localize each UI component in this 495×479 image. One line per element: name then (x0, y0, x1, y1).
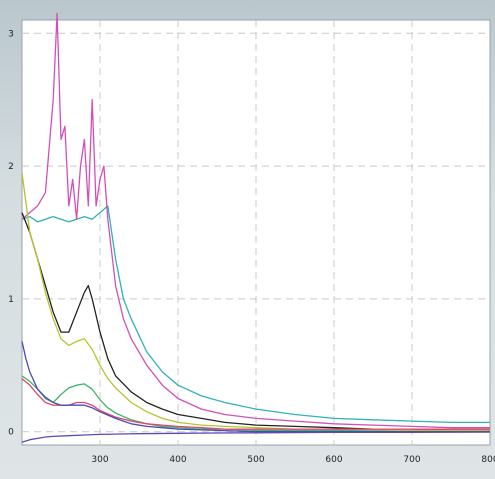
series-line-4 (21, 172, 490, 432)
series-layer (21, 12, 491, 443)
tick-labels: 0 1 2 3 300 400 500 600 700 800 (8, 29, 495, 465)
y-tick-label: 2 (8, 162, 14, 172)
series-line-3 (21, 212, 490, 432)
y-tick-label: 3 (8, 29, 14, 39)
series-line-2 (21, 12, 490, 429)
y-tick-label: 0 (8, 428, 14, 438)
x-tick-label: 600 (325, 455, 342, 465)
series-line-6 (21, 378, 490, 430)
y-tick-label: 1 (8, 295, 14, 305)
series-line-7 (21, 341, 490, 433)
x-tick-label: 700 (403, 455, 420, 465)
x-tick-label: 500 (247, 455, 264, 465)
series-line-8 (21, 431, 491, 443)
series-line-1 (21, 205, 490, 424)
grid (22, 20, 490, 445)
x-tick-label: 300 (91, 455, 108, 465)
x-tick-label: 400 (169, 455, 186, 465)
x-tick-label-edge: 800 (481, 455, 495, 465)
